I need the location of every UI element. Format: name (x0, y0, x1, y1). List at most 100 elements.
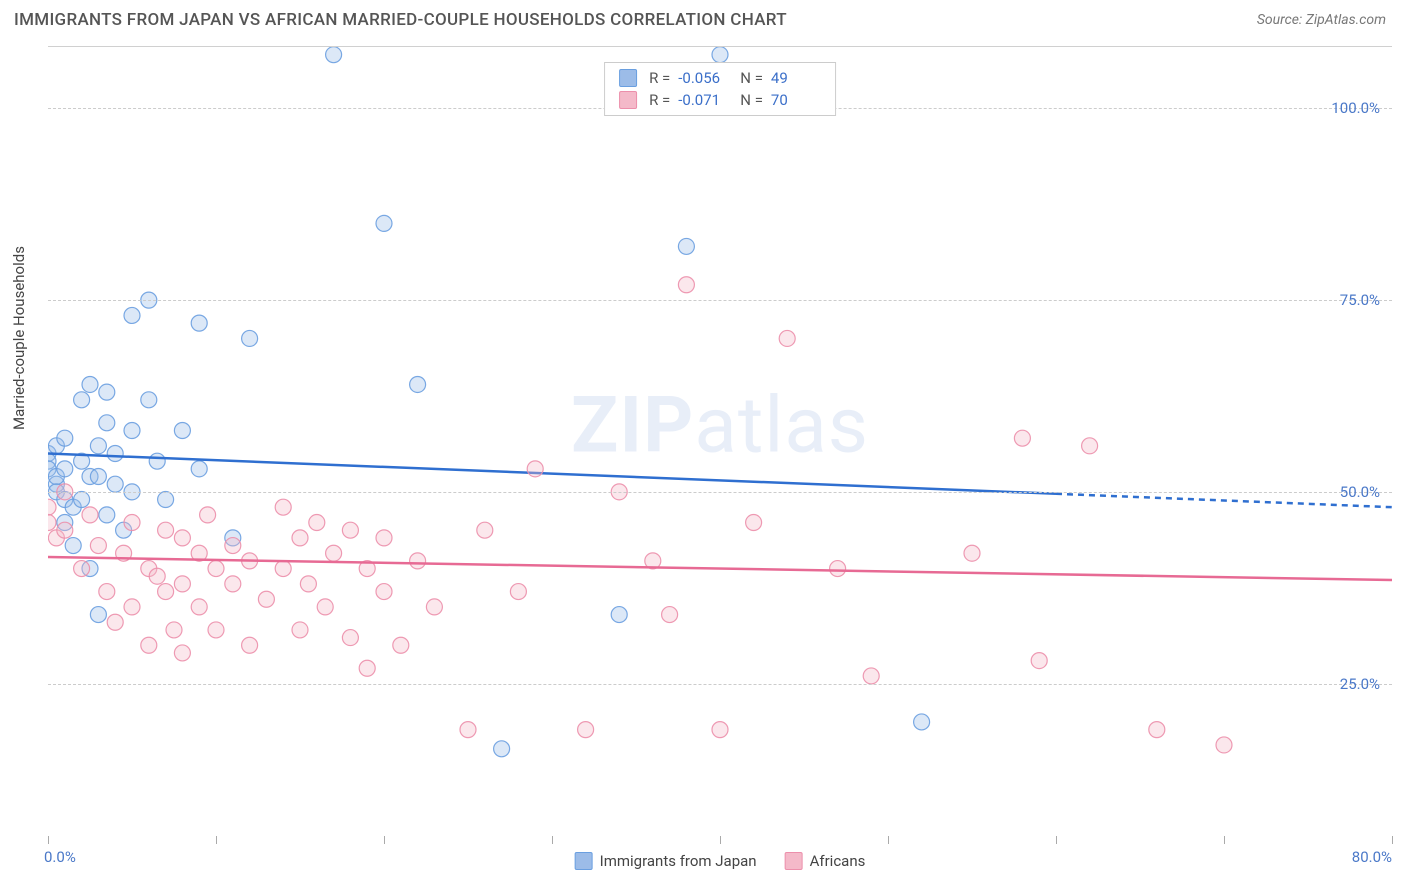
scatter-point-japan (678, 238, 694, 254)
scatter-point-africans (678, 277, 694, 293)
scatter-point-africans (166, 622, 182, 638)
scatter-point-japan (494, 741, 510, 757)
y-tick-label: 75.0% (1340, 291, 1380, 309)
scatter-point-africans (107, 614, 123, 630)
scatter-point-africans (149, 568, 165, 584)
source-prefix: Source: (1257, 12, 1306, 28)
top-legend-swatch-japan (619, 69, 637, 87)
gridline-h (48, 300, 1392, 301)
r-label: R = (649, 69, 670, 87)
y-tick-label: 50.0% (1340, 483, 1380, 501)
scatter-point-africans (309, 515, 325, 531)
scatter-point-africans (359, 660, 375, 676)
source-name: ZipAtlas.com (1306, 12, 1386, 28)
scatter-point-japan (82, 376, 98, 392)
scatter-point-africans (1149, 722, 1165, 738)
gridline-h (48, 492, 1392, 493)
x-tick (384, 836, 385, 844)
scatter-point-africans (200, 507, 216, 523)
scatter-point-africans (141, 637, 157, 653)
scatter-point-africans (317, 599, 333, 615)
scatter-point-africans (57, 522, 73, 538)
x-tick (720, 836, 721, 844)
scatter-point-africans (712, 722, 728, 738)
n-label-2: N = (740, 91, 763, 109)
scatter-point-japan (611, 607, 627, 623)
scatter-point-africans (225, 576, 241, 592)
scatter-point-africans (174, 645, 190, 661)
scatter-point-africans (124, 599, 140, 615)
r-label-2: R = (649, 91, 670, 109)
scatter-point-africans (964, 545, 980, 561)
chart-header: IMMIGRANTS FROM JAPAN VS AFRICAN MARRIED… (0, 0, 1406, 36)
legend-item-africans: Africans (785, 852, 866, 870)
scatter-point-japan (191, 315, 207, 331)
scatter-point-japan (158, 492, 174, 508)
scatter-point-japan (57, 461, 73, 477)
x-tick (48, 836, 49, 844)
scatter-point-africans (48, 515, 56, 531)
scatter-point-africans (393, 637, 409, 653)
scatter-point-africans (99, 584, 115, 600)
scatter-point-africans (90, 538, 106, 554)
x-tick (1224, 836, 1225, 844)
scatter-point-africans (174, 576, 190, 592)
scatter-point-africans (426, 599, 442, 615)
scatter-point-japan (712, 47, 728, 63)
n-value-japan: 49 (771, 69, 821, 87)
y-tick-label: 100.0% (1331, 99, 1380, 117)
scatter-point-africans (208, 622, 224, 638)
scatter-point-africans (191, 599, 207, 615)
n-value-africans: 70 (771, 91, 821, 109)
scatter-point-japan (74, 492, 90, 508)
scatter-point-japan (107, 476, 123, 492)
scatter-point-japan (326, 47, 342, 63)
scatter-point-japan (174, 422, 190, 438)
legend-label-africans: Africans (810, 852, 866, 870)
scatter-point-africans (460, 722, 476, 738)
y-tick-label: 25.0% (1340, 675, 1380, 693)
scatter-point-japan (410, 376, 426, 392)
scatter-point-japan (149, 453, 165, 469)
scatter-point-africans (342, 522, 358, 538)
source-credit: Source: ZipAtlas.com (1257, 12, 1386, 28)
scatter-point-japan (242, 330, 258, 346)
scatter-point-africans (779, 330, 795, 346)
scatter-point-africans (510, 584, 526, 600)
scatter-point-africans (342, 630, 358, 646)
scatter-point-japan (99, 415, 115, 431)
x-tick (1392, 836, 1393, 844)
x-tick (216, 836, 217, 844)
scatter-point-japan (99, 384, 115, 400)
scatter-point-japan (107, 446, 123, 462)
bottom-legend: Immigrants from Japan Africans (575, 852, 866, 870)
scatter-point-africans (863, 668, 879, 684)
y-axis-label: Married-couple Households (10, 246, 28, 430)
scatter-point-africans (1031, 653, 1047, 669)
scatter-point-africans (74, 561, 90, 577)
r-value-japan: -0.056 (678, 69, 728, 87)
scatter-point-africans (1216, 737, 1232, 753)
scatter-point-africans (158, 522, 174, 538)
scatter-point-japan (90, 469, 106, 485)
scatter-point-africans (376, 584, 392, 600)
scatter-point-africans (1082, 438, 1098, 454)
scatter-point-africans (376, 530, 392, 546)
x-tick (552, 836, 553, 844)
chart-title: IMMIGRANTS FROM JAPAN VS AFRICAN MARRIED… (14, 10, 787, 30)
scatter-point-africans (292, 530, 308, 546)
scatter-point-africans (242, 637, 258, 653)
x-tick (1056, 836, 1057, 844)
scatter-point-japan (376, 215, 392, 231)
legend-label-japan: Immigrants from Japan (600, 852, 757, 870)
scatter-point-japan (90, 438, 106, 454)
scatter-point-japan (191, 461, 207, 477)
scatter-point-japan (124, 422, 140, 438)
top-legend-swatch-africans (619, 91, 637, 109)
top-legend-stats: R = -0.056 N = 49 R = -0.071 N = 70 (604, 62, 836, 116)
scatter-point-africans (410, 553, 426, 569)
scatter-point-africans (578, 722, 594, 738)
scatter-point-africans (1014, 430, 1030, 446)
scatter-point-japan (57, 430, 73, 446)
scatter-point-africans (326, 545, 342, 561)
